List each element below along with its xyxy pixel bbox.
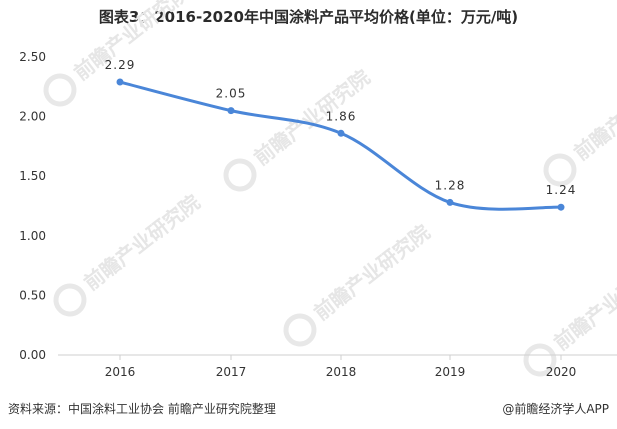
chart-title: 图表3：2016-2020年中国涂料产品平均价格(单位：万元/吨) [98,8,519,26]
y-tick-label: 1.00 [19,229,46,243]
watermark-text: 前瞻产业研究院 [69,0,194,85]
at-icon: @ [502,402,515,416]
x-tick-label: 2016 [105,365,136,379]
data-point [557,203,565,211]
data-point [227,107,235,115]
y-tick-label: 1.50 [19,169,46,183]
watermark: 前瞻产业研究院 [223,65,374,192]
watermark-text: 前瞻产业研究院 [549,250,617,355]
data-label: 1.28 [435,178,466,192]
x-tick-label: 2019 [435,365,466,379]
y-tick-label: 2.00 [19,110,46,124]
data-label: 2.29 [105,58,136,72]
watermark-text: 前瞻产业研究院 [309,220,434,325]
source-text: 中国涂料工业协会 前瞻产业研究院整理 [68,402,276,416]
watermark: 前瞻产业研究院 [543,60,617,187]
watermark: 前瞻产业研究院 [43,0,194,107]
watermark: 前瞻产业研究院 [283,220,434,347]
watermark-text: 前瞻产业研究院 [569,60,617,165]
series-layer [116,78,565,211]
watermark-logo-icon [43,73,77,107]
brand-credit-text: 前瞻经济学人APP [514,402,609,416]
source-label: 资料来源： [8,402,69,416]
data-label-layer: 2.29 2.05 1.86 1.28 1.24 [105,58,577,197]
watermark: 前瞻产业研究院 [53,190,204,317]
y-tick-label: 0.00 [19,348,46,362]
x-tick-label: 2018 [326,365,357,379]
watermark-logo-icon [53,283,87,317]
y-tick-label: 2.50 [19,50,46,64]
x-tick-label: 2017 [216,365,247,379]
source-note: 资料来源：中国涂料工业协会 前瞻产业研究院整理 [8,400,276,417]
data-label: 2.05 [216,87,247,101]
watermark-logo-icon [543,153,577,187]
brand-credit: @前瞻经济学人APP [502,400,609,417]
x-tick-label: 2020 [546,365,577,379]
watermark-text: 前瞻产业研究院 [79,190,204,295]
data-point [116,78,124,86]
axes: 0.00 0.50 1.00 1.50 2.00 2.50 2016 2017 2018 2019… [19,50,617,379]
data-point [337,129,345,137]
watermark-logo-icon [523,343,557,377]
watermark: 前瞻产业研究院 [523,250,617,377]
watermark-logo-icon [283,313,317,347]
data-point [446,198,454,206]
data-label: 1.86 [326,109,357,123]
y-tick-label: 0.50 [19,288,46,302]
watermark-logo-icon [223,158,257,192]
data-label: 1.24 [546,183,577,197]
